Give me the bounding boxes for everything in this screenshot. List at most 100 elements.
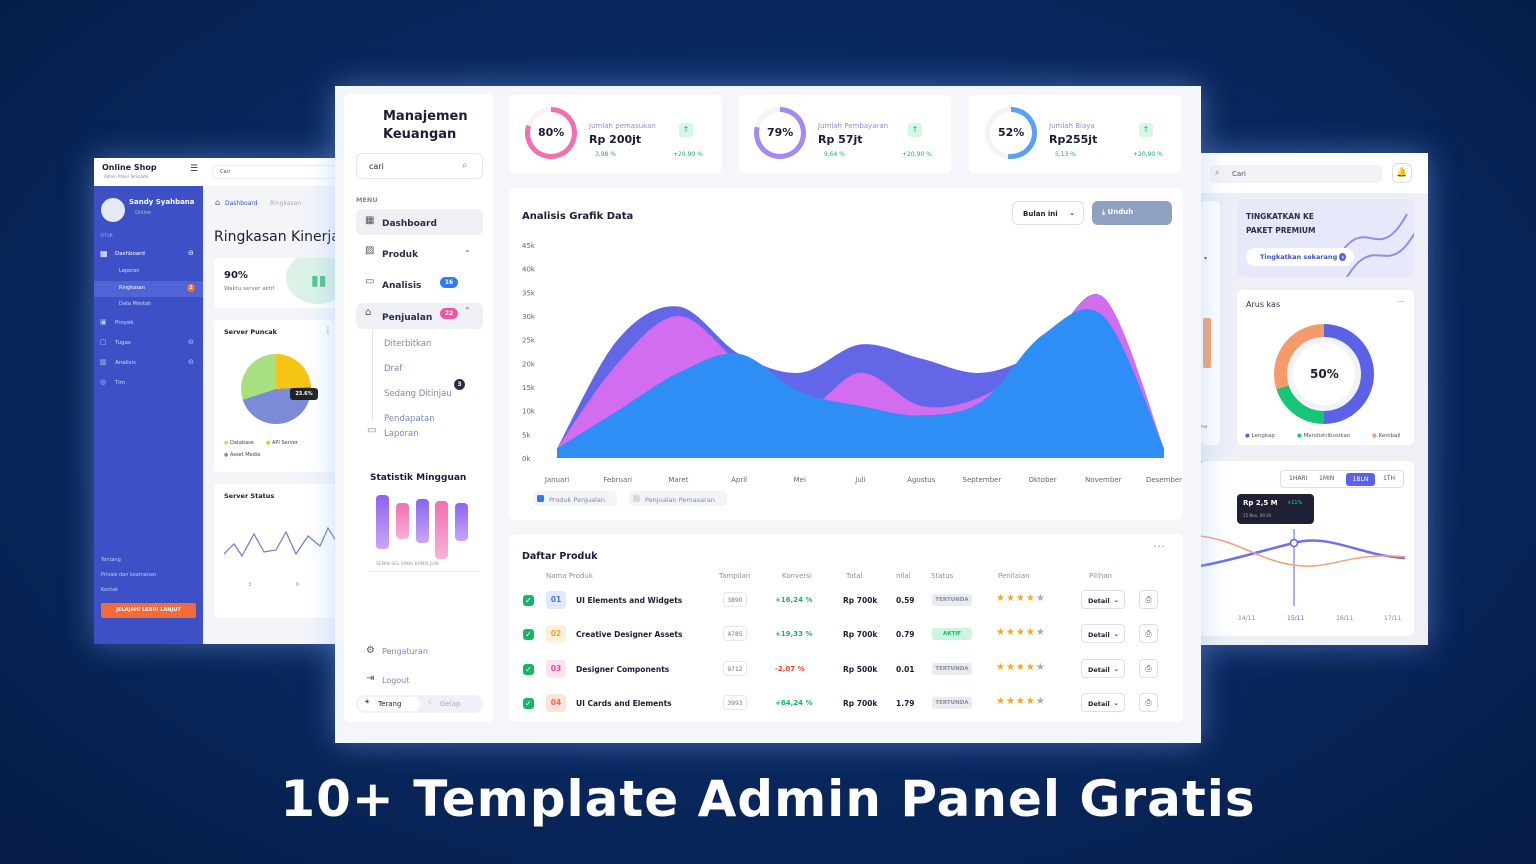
column-header[interactable]: nilai [896,572,911,580]
nav-tim[interactable]: Tim [115,380,126,386]
row-number: 04 [546,694,566,712]
document-icon[interactable]: ⎙ [1139,590,1158,609]
search-input[interactable]: Cari [212,165,342,179]
footer-link[interactable]: Tentang [101,557,121,563]
footer-link[interactable]: Kontak [101,587,119,593]
menu-label: MENU [356,196,378,204]
tab-1bln[interactable]: 1BLN [1346,473,1375,486]
document-icon[interactable]: ⎙ [1139,624,1158,643]
detail-select[interactable]: Detail ⌄ [1081,590,1125,609]
nav-data-mentah[interactable]: Data Mentah [119,301,152,307]
nav-laporan[interactable]: Laporan [384,429,419,439]
server-peak-card: Server Puncak ⋮ 23.6% ● Database ● API S… [214,320,339,472]
tab-1hari[interactable]: 1HARI [1289,475,1308,482]
table-row[interactable]: ✓ 02 Creative Designer Assets 4785 +19,3… [509,621,1183,655]
x-tick-label: Februari [603,476,632,484]
tab-1th[interactable]: 1TH [1383,475,1395,482]
column-header[interactable]: Tampilan [719,572,751,580]
home-icon[interactable]: ⌂ [215,198,221,207]
upgrade-button[interactable]: Tingkatkan sekarang › [1246,248,1354,266]
nav-laporan[interactable]: Laporan [119,268,140,274]
nav-proyek[interactable]: Proyek [115,320,134,326]
expand-icon[interactable]: ⊖ [188,338,194,346]
premium-card: TINGKATKAN KE PAKET PREMIUM Tingkatkan s… [1237,199,1414,277]
checkbox[interactable]: ✓ [523,664,534,675]
chevron-down-icon: ⌄ [1069,209,1075,217]
nav-ringkasan[interactable]: Ringkasan [119,285,145,291]
logout-link[interactable]: Logout [382,676,410,685]
nav-tugas[interactable]: Tugas [115,340,131,346]
total: Rp 700k [843,630,878,639]
more-icon[interactable]: ⋯ [1153,539,1165,553]
more-icon[interactable]: ⋯ [1397,297,1405,306]
nav-produk[interactable]: Produk [356,240,483,266]
collapse-icon[interactable]: ⊖ [188,249,194,257]
nav-analisis[interactable]: Analisis [356,271,483,297]
sub-diterbitkan[interactable]: Diterbitkan [384,339,432,349]
theme-toggle[interactable]: ☀ Terang ☾ Gelap [356,695,483,713]
period-select[interactable]: Bulan ini ⌄ [1012,201,1084,225]
theme-dark[interactable]: Gelap [440,700,461,708]
download-button[interactable]: ⤓ Unduh [1092,201,1172,225]
tooltip-date: 15 Nov, 09:30 [1243,513,1272,518]
detail-select[interactable]: Detail ⌄ [1081,624,1125,643]
search-icon[interactable]: ⌕ [462,160,468,171]
bell-icon[interactable]: 🔔 [1392,163,1412,183]
footer-link[interactable]: Privasi dan keamanan [101,572,157,578]
nav-analisis[interactable]: Analisis [115,360,136,366]
donut-chart [1274,324,1374,424]
checkbox[interactable]: ✓ [523,698,534,709]
trend-line-chart [1200,529,1406,606]
column-header[interactable]: Total [846,572,863,580]
checkbox[interactable]: ✓ [523,595,534,606]
column-header[interactable]: Status [931,572,954,580]
status-line-chart [224,526,339,558]
nav-dashboard[interactable]: Dashboard [115,251,145,257]
column-header[interactable]: Konversi [782,572,812,580]
app-title: Manajemen Keuangan [383,109,468,142]
avatar[interactable] [101,198,125,222]
detail-select[interactable]: Detail ⌄ [1081,659,1125,678]
search-input[interactable]: Cari [1210,165,1382,183]
column-header[interactable]: Nama Produk [546,572,593,580]
wallet-icon: ▭ [365,276,375,287]
submenu-line [372,330,373,420]
sub-pendapatan[interactable]: Pendapatan [384,414,435,424]
status-badge: AKTIF [932,628,972,640]
tab-1min[interactable]: 1MIN [1319,475,1335,482]
bar-chart-icon: ▮▮ [311,273,327,289]
legend-label: Asset Media [229,452,261,458]
breadcrumb-item[interactable]: Dashboard [225,200,258,207]
x-tick-label: Oktober [1028,476,1056,484]
nav-dashboard[interactable]: Dashboard [356,209,483,235]
theme-light[interactable]: Terang [378,700,402,708]
nav-penjualan[interactable]: Penjualan [356,303,483,329]
document-icon[interactable]: ⎙ [1139,659,1158,678]
legend-item: ● Lengkap [1245,433,1275,439]
table-row[interactable]: ✓ 04 UI Cards and Elements 3993 +64,24 %… [509,690,1183,724]
bag-icon: ⌂ [365,307,372,318]
rating: ★★★★★ [996,593,1046,604]
chevron-up-icon[interactable]: ⌃ [464,306,471,315]
detail-select[interactable]: Detail ⌄ [1081,693,1125,712]
search-input[interactable]: cari [356,153,483,179]
legend-label: Database [229,440,254,446]
donut-value: 50% [1310,367,1339,381]
table-title: Daftar Produk [522,551,598,562]
settings-link[interactable]: Pengaturan [382,647,428,656]
card-title: Server Puncak [224,328,277,336]
expand-icon[interactable]: ⊖ [188,358,194,366]
chevron-down-icon[interactable]: ▾ [1204,255,1208,262]
document-icon[interactable]: ⎙ [1139,693,1158,712]
legend-label: Produk Penjualan [549,496,605,504]
chevron-down-icon[interactable]: ⌄ [464,245,471,254]
menu-icon[interactable]: ☰ [190,164,199,174]
more-icon[interactable]: ⋮ [324,326,332,335]
sub-sedang-ditinjau[interactable]: Sedang Ditinjau [384,389,452,399]
table-row[interactable]: ✓ 01 UI Elements and Widgets 3890 +16,24… [509,587,1183,621]
checkbox[interactable]: ✓ [523,629,534,640]
sub-draf[interactable]: Draf [384,364,403,374]
status-badge: TERTUNDA [932,697,972,709]
cta-button[interactable]: JELAJAHI LEBIH LANJUT [101,603,196,618]
table-row[interactable]: ✓ 03 Designer Components 9712 -2,07 % Rp… [509,656,1183,690]
